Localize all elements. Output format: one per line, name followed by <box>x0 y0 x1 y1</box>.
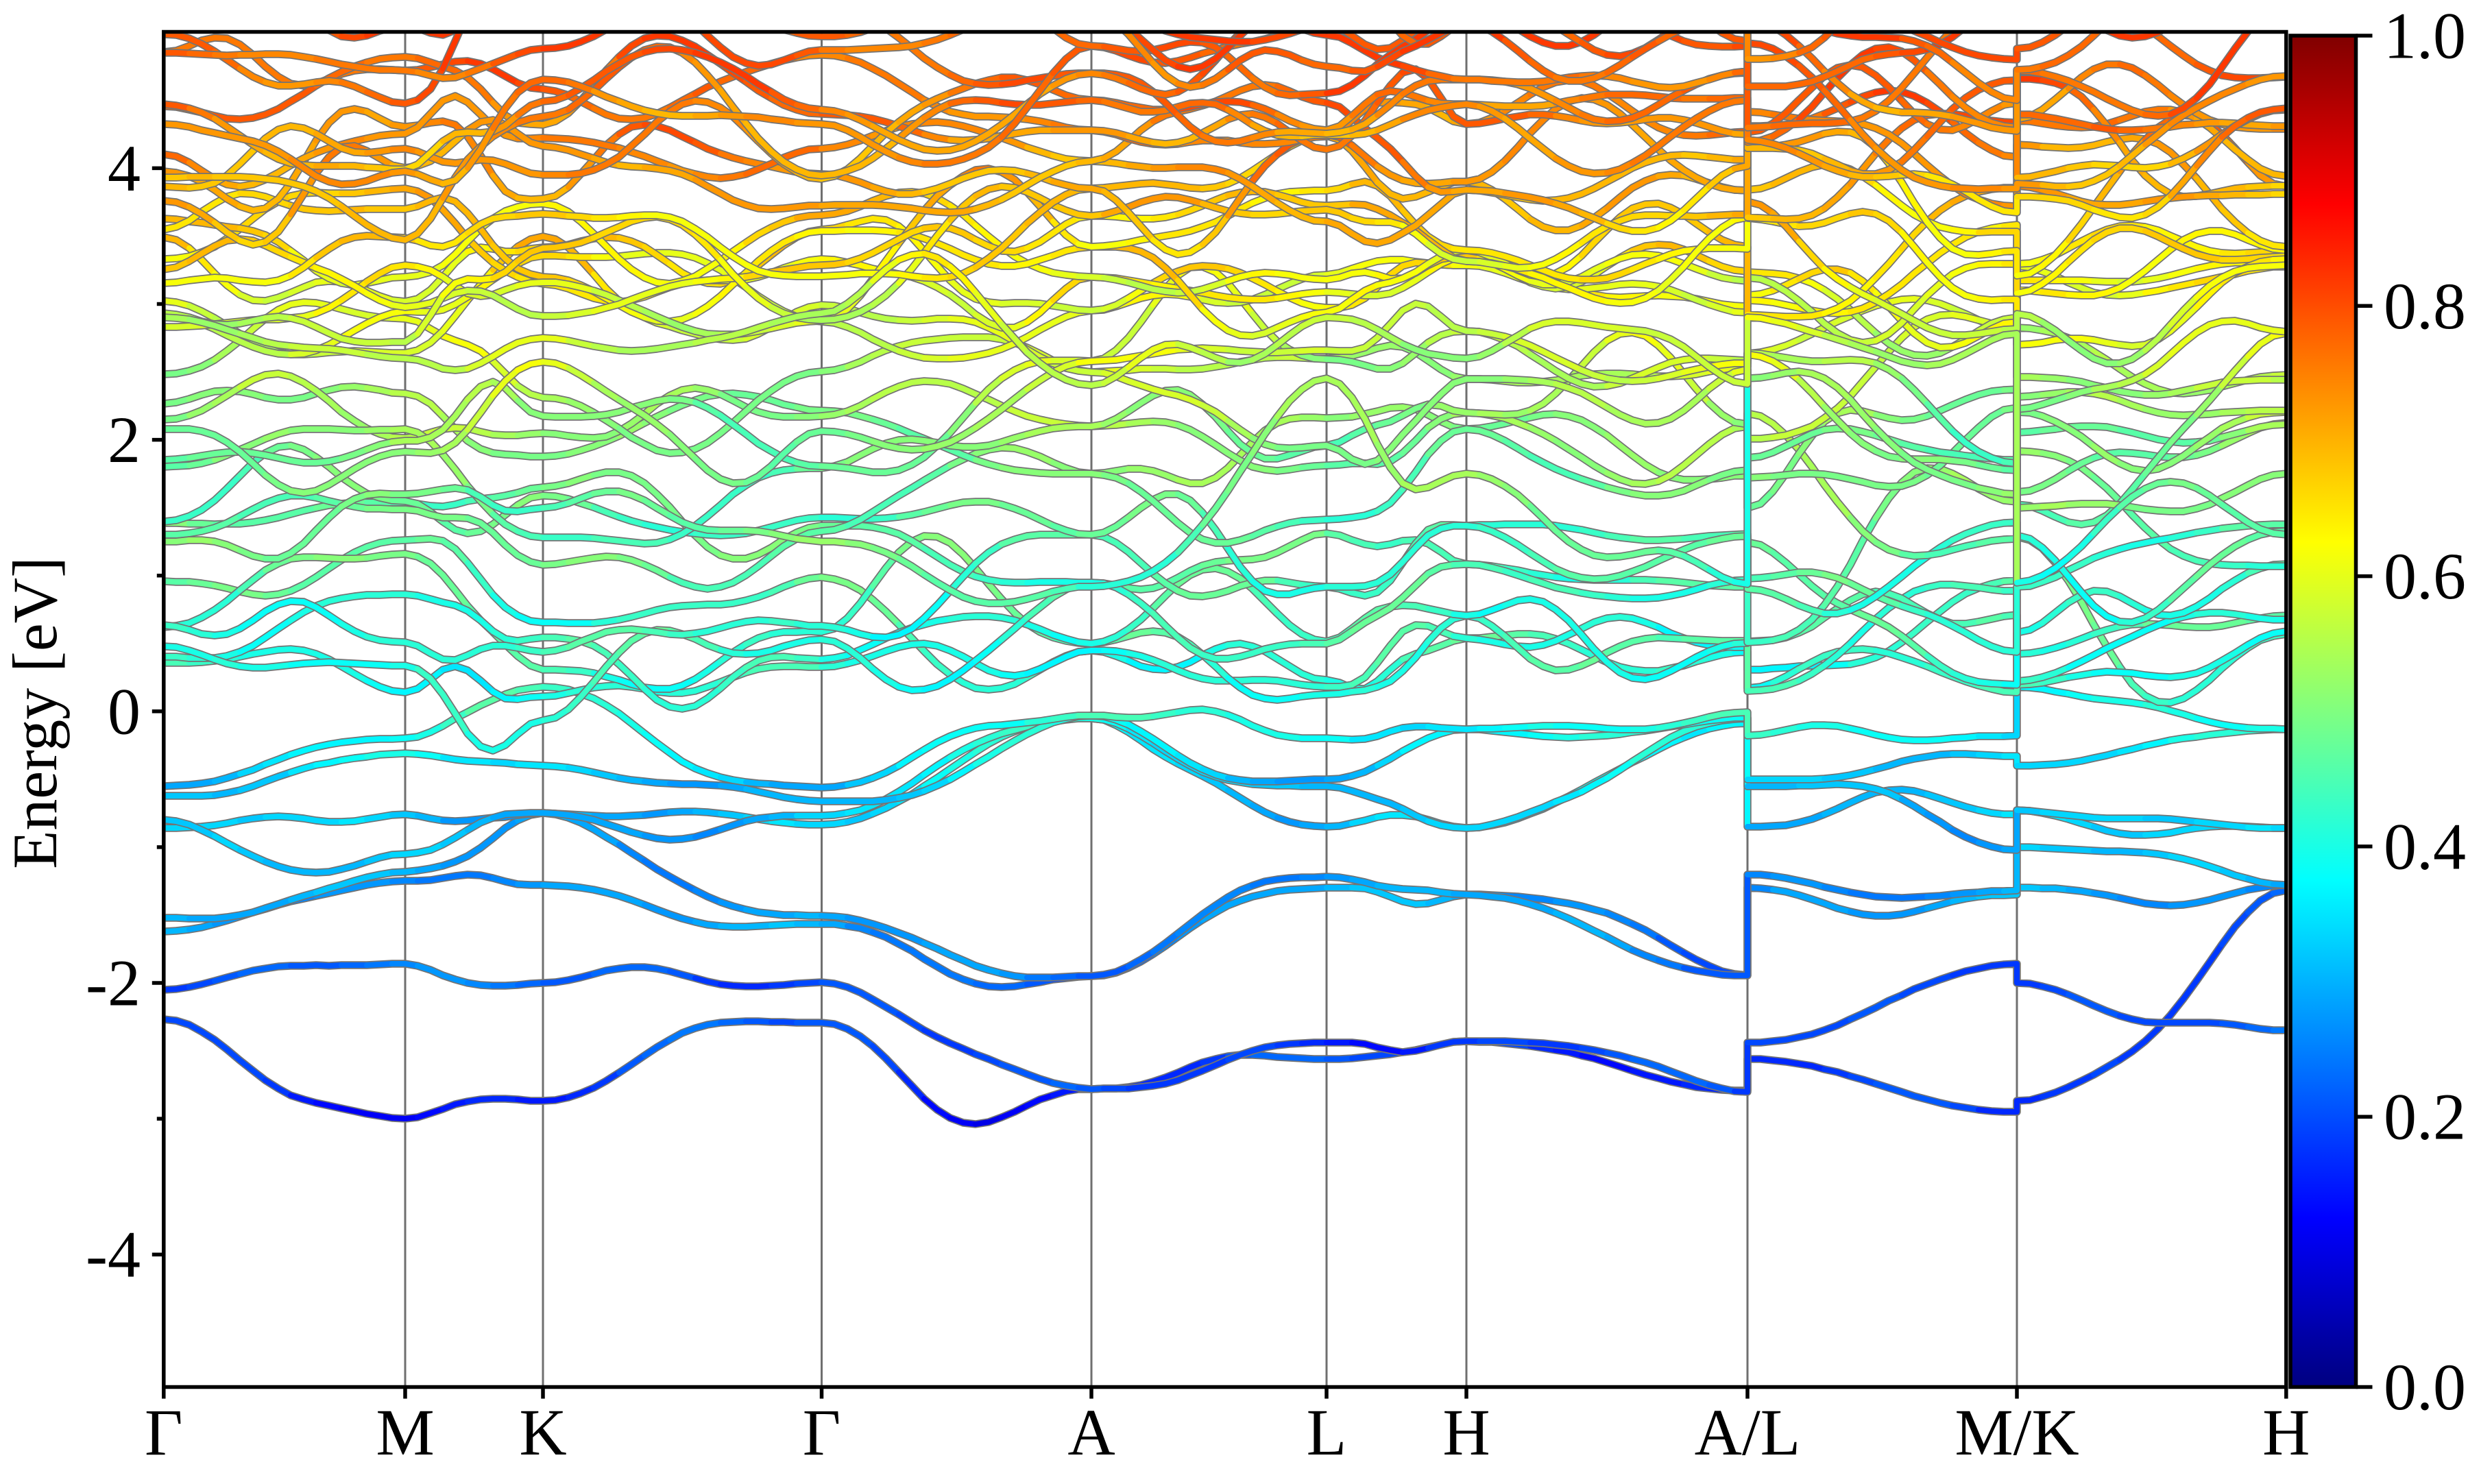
svg-text:L: L <box>1307 1396 1347 1469</box>
svg-text:H: H <box>1442 1396 1490 1469</box>
svg-text:Energy [eV]: Energy [eV] <box>0 557 70 869</box>
svg-text:0.2: 0.2 <box>2384 1080 2466 1154</box>
svg-text:0.6: 0.6 <box>2384 539 2466 613</box>
svg-text:A: A <box>1067 1396 1115 1469</box>
svg-text:4: 4 <box>108 132 141 205</box>
svg-text:-2: -2 <box>86 947 141 1020</box>
svg-text:0.4: 0.4 <box>2384 810 2466 883</box>
svg-text:Γ: Γ <box>145 1396 183 1469</box>
svg-text:Γ: Γ <box>803 1396 841 1469</box>
svg-text:0.8: 0.8 <box>2384 269 2466 343</box>
svg-text:2: 2 <box>108 403 141 476</box>
svg-text:M/K: M/K <box>1955 1396 2079 1469</box>
svg-text:1.0: 1.0 <box>2384 0 2466 73</box>
svg-text:M: M <box>376 1396 434 1469</box>
svg-text:0: 0 <box>108 674 141 748</box>
svg-text:A/L: A/L <box>1695 1396 1801 1469</box>
svg-text:K: K <box>519 1396 566 1469</box>
svg-text:-4: -4 <box>86 1218 141 1291</box>
svg-text:H: H <box>2262 1396 2310 1469</box>
svg-text:0.0: 0.0 <box>2384 1350 2466 1424</box>
